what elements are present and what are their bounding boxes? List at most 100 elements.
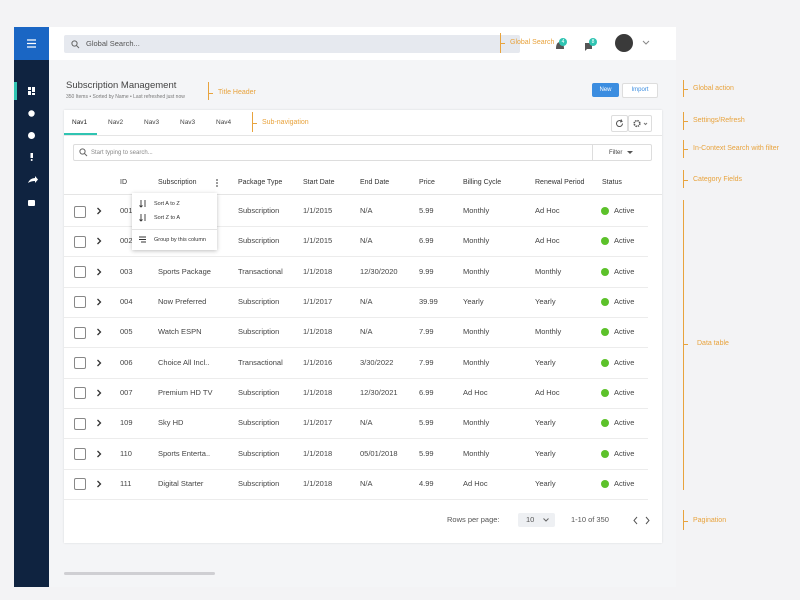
table-cell: Active [614, 357, 635, 367]
row-expand[interactable] [96, 268, 102, 276]
row-expand[interactable] [96, 207, 102, 215]
row-divider [64, 498, 648, 500]
column-header[interactable]: Price [419, 179, 435, 186]
column-header[interactable]: Start Date [303, 179, 335, 186]
new-button[interactable]: New [592, 83, 619, 97]
page-arrows[interactable] [631, 516, 653, 525]
column-header[interactable]: Billing Cycle [463, 179, 502, 186]
menu-item[interactable]: Sort Z to A [154, 215, 180, 221]
annotation: Settings/Refresh [693, 117, 745, 124]
table-cell: Subscription [238, 327, 280, 337]
row-expand[interactable] [96, 480, 102, 488]
annotation-line [683, 170, 684, 188]
table-cell: 004 [120, 296, 133, 306]
nav-tab[interactable]: Nav4 [216, 119, 232, 126]
table-cell: Premium HD TV [158, 387, 213, 397]
table-cell: Monthly [535, 327, 562, 337]
row-checkbox[interactable] [74, 357, 86, 370]
table-cell: 7.99 [419, 357, 434, 367]
row-divider [64, 347, 648, 349]
row-expand[interactable] [96, 389, 102, 397]
column-header[interactable]: ID [120, 179, 127, 186]
column-header[interactable]: Subscription [158, 179, 197, 186]
row-divider [64, 438, 648, 440]
row-checkbox[interactable] [74, 448, 86, 461]
row-checkbox[interactable] [74, 296, 86, 309]
select-caret [543, 518, 549, 522]
search-icon [71, 40, 80, 49]
status-dot [601, 479, 609, 488]
row-divider [64, 468, 648, 470]
column-header[interactable]: End Date [360, 179, 390, 186]
rows-per-page-value[interactable]: 10 [526, 515, 535, 524]
menu-icon [27, 39, 36, 48]
table-cell: 1/1/2018 [303, 478, 333, 488]
table-search[interactable]: Start typing to search... Filter [73, 144, 652, 161]
row-checkbox[interactable] [74, 326, 86, 339]
table-cell: Subscription [238, 236, 280, 246]
column-header[interactable]: Renewal Period [535, 179, 585, 186]
column-header[interactable]: Status [602, 179, 622, 186]
row-checkbox[interactable] [74, 266, 86, 279]
annotation-tick [683, 89, 688, 90]
table-cell: Yearly [535, 478, 556, 488]
scrollbar[interactable] [64, 572, 215, 575]
row-checkbox[interactable] [74, 387, 86, 400]
table-cell: 1/1/2018 [303, 448, 333, 458]
table-cell: Active [614, 206, 635, 215]
nav-tab[interactable]: Nav3 [144, 119, 160, 126]
row-expand[interactable] [96, 237, 102, 245]
row-expand[interactable] [96, 359, 102, 367]
annotation: Pagination [693, 517, 727, 524]
row-expand[interactable] [96, 328, 102, 336]
table-cell: 1/1/2015 [303, 206, 333, 215]
column-header[interactable]: Package Type [238, 179, 283, 186]
import-button[interactable]: Import [622, 83, 658, 98]
avatar[interactable] [615, 34, 633, 52]
row-checkbox[interactable] [74, 235, 86, 248]
annotation-tick [683, 344, 688, 345]
table-cell: Yearly [535, 448, 556, 458]
table-cell: 1/1/2017 [303, 296, 333, 306]
menu-item[interactable]: Group by this column [154, 237, 206, 243]
nav-tab[interactable]: Nav1 [72, 119, 88, 126]
table-cell: 006 [120, 357, 133, 367]
row-checkbox[interactable] [74, 478, 86, 491]
card [64, 110, 662, 543]
table-cell: Subscription [238, 448, 280, 458]
table-cell: Ad Hoc [463, 478, 488, 488]
page-title: Subscription Management [66, 80, 177, 91]
table-cell: N/A [360, 236, 373, 246]
status-dot [601, 449, 609, 458]
row-checkbox[interactable] [74, 205, 86, 218]
table-cell: 12/30/2021 [360, 387, 398, 397]
divider [592, 145, 593, 160]
table-cell: Sky HD [158, 418, 184, 428]
annotation: Sub-navigation [262, 119, 309, 126]
table-cell: Ad Hoc [535, 236, 560, 246]
table-cell: Digital Starter [158, 478, 204, 488]
row-expand[interactable] [96, 298, 102, 306]
row-divider [64, 226, 648, 227]
table-cell: 12/30/2020 [360, 266, 398, 276]
global-search[interactable]: Global Search... [64, 35, 520, 53]
nav-tab[interactable]: Nav2 [108, 119, 124, 126]
table-cell: 4.99 [419, 478, 434, 488]
settings-button[interactable] [628, 115, 652, 132]
table-cell: Active [614, 387, 635, 397]
row-expand[interactable] [96, 450, 102, 458]
column-kebab[interactable] [213, 178, 221, 188]
refresh-button[interactable] [611, 115, 628, 132]
menu-button[interactable] [14, 27, 49, 60]
table-cell: 5.99 [419, 448, 434, 458]
nav-tab[interactable]: Nav3 [180, 119, 196, 126]
table-cell: 003 [120, 266, 133, 276]
rows-per-page-select[interactable] [518, 513, 555, 527]
row-expand[interactable] [96, 419, 102, 427]
row-checkbox[interactable] [74, 417, 86, 430]
table-cell: Monthly [463, 418, 490, 428]
row-divider [64, 256, 648, 258]
menu-item[interactable]: Sort A to Z [154, 201, 180, 207]
filter-button[interactable]: Filter [609, 150, 623, 156]
